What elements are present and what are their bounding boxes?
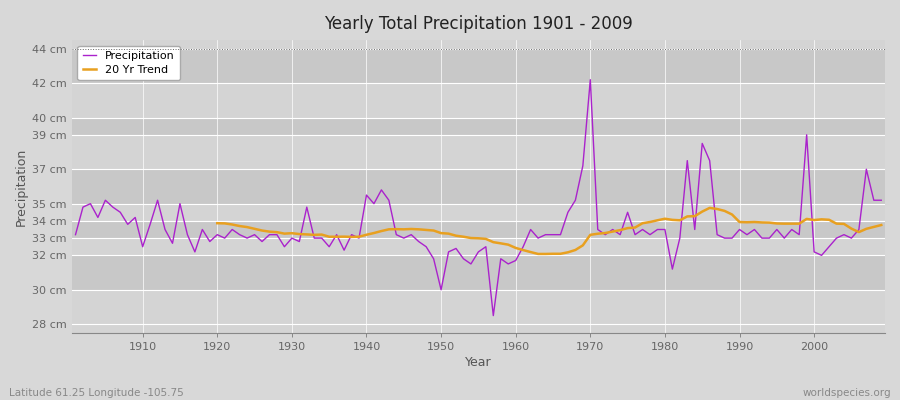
X-axis label: Year: Year	[465, 356, 491, 369]
Bar	[72, 221, 885, 238]
Precipitation	[130, 215, 140, 220]
Title: Yearly Total Precipitation 1901 - 2009: Yearly Total Precipitation 1901 - 2009	[324, 15, 633, 33]
20 Yr Trend	[682, 214, 693, 219]
Legend: Precipitation, 20 Yr Trend: Precipitation, 20 Yr Trend	[77, 46, 180, 80]
Y-axis label: Precipitation: Precipitation	[15, 147, 28, 226]
Text: worldspecies.org: worldspecies.org	[803, 388, 891, 398]
20 Yr Trend	[778, 221, 789, 226]
20 Yr Trend	[705, 206, 716, 210]
20 Yr Trend	[861, 226, 872, 231]
Precipitation	[876, 198, 886, 203]
Bar	[72, 49, 885, 83]
Bar	[72, 290, 885, 324]
Bar	[72, 83, 885, 118]
Precipitation	[585, 77, 596, 82]
Precipitation	[510, 258, 521, 263]
20 Yr Trend	[302, 232, 312, 237]
Bar	[72, 238, 885, 255]
Bar	[72, 118, 885, 135]
20 Yr Trend	[212, 221, 222, 226]
Precipitation	[488, 313, 499, 318]
20 Yr Trend	[533, 252, 544, 256]
Precipitation	[518, 244, 528, 249]
Line: 20 Yr Trend: 20 Yr Trend	[217, 208, 881, 254]
Precipitation	[615, 232, 626, 237]
20 Yr Trend	[876, 223, 886, 228]
Precipitation	[70, 232, 81, 237]
Bar	[72, 255, 885, 290]
Precipitation	[338, 248, 349, 252]
Precipitation	[294, 239, 305, 244]
Text: Latitude 61.25 Longitude -105.75: Latitude 61.25 Longitude -105.75	[9, 388, 184, 398]
Bar	[72, 169, 885, 204]
Bar	[72, 204, 885, 221]
20 Yr Trend	[794, 221, 805, 226]
20 Yr Trend	[413, 227, 424, 232]
Line: Precipitation: Precipitation	[76, 80, 881, 316]
Bar	[72, 135, 885, 169]
